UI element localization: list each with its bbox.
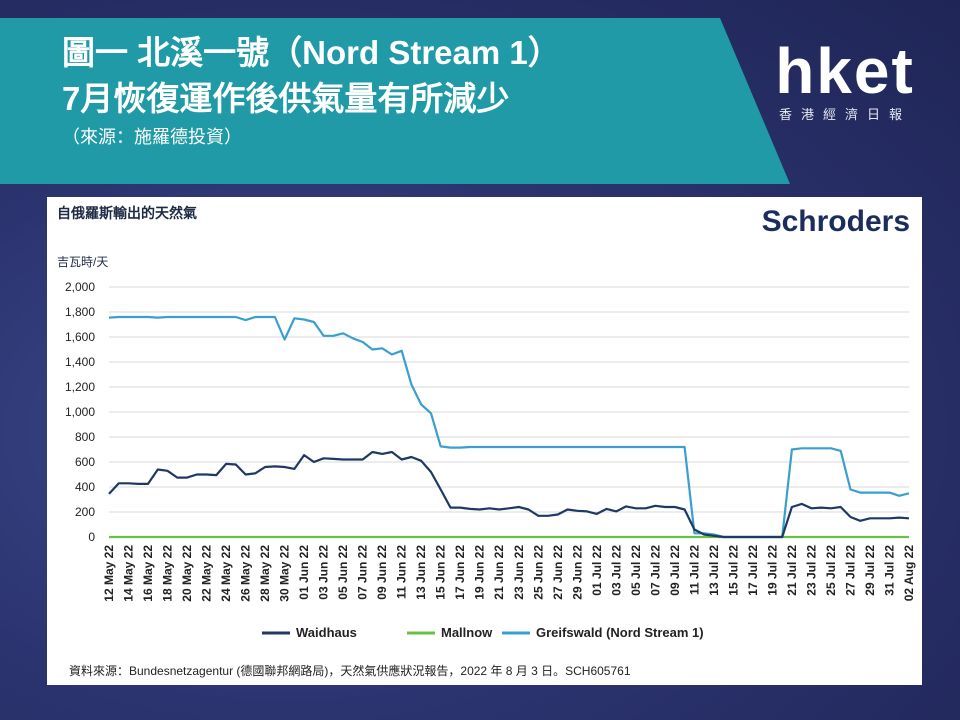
schroders-logo: Schroders xyxy=(762,205,910,238)
x-tick-label: 05 Jun 22 xyxy=(336,545,350,600)
x-tick-label: 03 Jun 22 xyxy=(317,545,331,600)
x-tick-label: 21 Jun 22 xyxy=(492,545,506,600)
legend: Waidhaus Mallnow Greifswald (Nord Stream 1… xyxy=(262,625,704,640)
hket-logo: hket 香港經濟日報 xyxy=(760,35,930,123)
y-tick-label: 2,000 xyxy=(65,280,95,294)
grid xyxy=(109,286,909,538)
x-axis-ticks: 12 May 22 14 May 22 16 May 22 18 May 22 20 M… xyxy=(102,545,916,602)
x-tick-label: 01 Jun 22 xyxy=(297,545,311,600)
y-tick-label: 200 xyxy=(75,505,95,519)
x-tick-label: 17 Jun 22 xyxy=(453,545,467,600)
source-note: （來源：施羅德投資） xyxy=(62,127,242,147)
x-tick-label: 09 Jul 22 xyxy=(668,545,682,596)
gas-flow-chart: 自俄羅斯輸出的天然氣 Schroders 吉瓦時/天 0 200 400 600 800… xyxy=(57,205,916,678)
y-axis-label: 吉瓦時/天 xyxy=(57,255,108,269)
x-tick-label: 15 Jun 22 xyxy=(434,545,448,600)
x-tick-label: 27 Jul 22 xyxy=(843,545,857,596)
title-line-2: 7月恢復運作後供氣量有所減少 xyxy=(62,80,510,117)
y-tick-label: 800 xyxy=(75,430,95,444)
x-tick-label: 05 Jul 22 xyxy=(629,545,643,596)
x-tick-label: 02 Aug 22 xyxy=(902,545,916,602)
x-tick-label: 30 May 22 xyxy=(278,545,292,602)
chart-card: 自俄羅斯輸出的天然氣 Schroders 吉瓦時/天 0 200 400 600 800… xyxy=(47,197,922,685)
x-tick-label: 21 Jul 22 xyxy=(785,545,799,596)
logo-sub-text: 香港經濟日報 xyxy=(778,107,911,122)
x-tick-label: 23 Jun 22 xyxy=(512,545,526,600)
title-line-1: 圖一 北溪一號（Nord Stream 1） xyxy=(62,34,561,71)
x-tick-label: 07 Jun 22 xyxy=(356,545,370,600)
title-block: 圖一 北溪一號（Nord Stream 1） 7月恢復運作後供氣量有所減少 （來… xyxy=(62,30,561,150)
legend-label: Waidhaus xyxy=(296,625,357,640)
x-tick-label: 03 Jul 22 xyxy=(609,545,623,596)
y-axis-ticks: 0 200 400 600 800 1,000 1,200 1,400 1,600 1,800 2,… xyxy=(65,280,95,544)
x-tick-label: 22 May 22 xyxy=(200,545,214,602)
x-tick-label: 19 Jul 22 xyxy=(765,545,779,596)
x-tick-label: 29 Jul 22 xyxy=(863,545,877,596)
x-tick-label: 16 May 22 xyxy=(141,545,155,602)
x-tick-label: 07 Jul 22 xyxy=(648,545,662,596)
x-tick-label: 13 Jul 22 xyxy=(707,545,721,596)
y-tick-label: 1,200 xyxy=(65,380,95,394)
x-tick-label: 13 Jun 22 xyxy=(414,545,428,600)
x-tick-label: 25 Jul 22 xyxy=(824,545,838,596)
y-tick-label: 0 xyxy=(88,530,95,544)
x-tick-label: 26 May 22 xyxy=(239,545,253,602)
footer-source: 資料來源：Bundesnetzagentur (德國聯邦網路局)，天然氣供應狀況… xyxy=(69,663,631,678)
chart-title: 自俄羅斯輸出的天然氣 xyxy=(57,205,197,221)
x-tick-label: 23 Jul 22 xyxy=(804,545,818,596)
x-tick-label: 20 May 22 xyxy=(180,545,194,602)
x-tick-label: 27 Jun 22 xyxy=(551,545,565,600)
series-line-waidhaus xyxy=(108,450,910,539)
x-tick-label: 19 Jun 22 xyxy=(473,545,487,600)
x-tick-label: 29 Jun 22 xyxy=(570,545,584,600)
x-tick-label: 17 Jul 22 xyxy=(746,545,760,596)
y-tick-label: 1,600 xyxy=(65,330,95,344)
y-tick-label: 1,800 xyxy=(65,305,95,319)
x-tick-label: 31 Jul 22 xyxy=(882,545,896,596)
x-tick-label: 18 May 22 xyxy=(161,545,175,602)
y-tick-label: 1,000 xyxy=(65,405,95,419)
x-tick-label: 11 Jul 22 xyxy=(687,545,701,595)
x-tick-label: 14 May 22 xyxy=(122,545,136,602)
y-tick-label: 600 xyxy=(75,455,95,469)
y-tick-label: 400 xyxy=(75,480,95,494)
x-tick-label: 25 Jun 22 xyxy=(531,545,545,600)
x-tick-label: 09 Jun 22 xyxy=(375,545,389,600)
x-tick-label: 11 Jun 22 xyxy=(395,545,409,599)
legend-label: Mallnow xyxy=(441,625,493,640)
y-tick-label: 1,400 xyxy=(65,355,95,369)
x-tick-label: 15 Jul 22 xyxy=(726,545,740,596)
legend-label: Greifswald (Nord Stream 1) xyxy=(536,625,704,640)
x-tick-label: 24 May 22 xyxy=(219,545,233,602)
x-tick-label: 01 Jul 22 xyxy=(590,545,604,596)
series-line-greifswald-nord-stream-1 xyxy=(108,315,910,539)
title-banner xyxy=(0,18,790,184)
logo-main-text: hket xyxy=(775,35,915,107)
x-tick-label: 12 May 22 xyxy=(102,545,116,602)
series-lines xyxy=(108,315,910,539)
x-tick-label: 28 May 22 xyxy=(258,545,272,602)
